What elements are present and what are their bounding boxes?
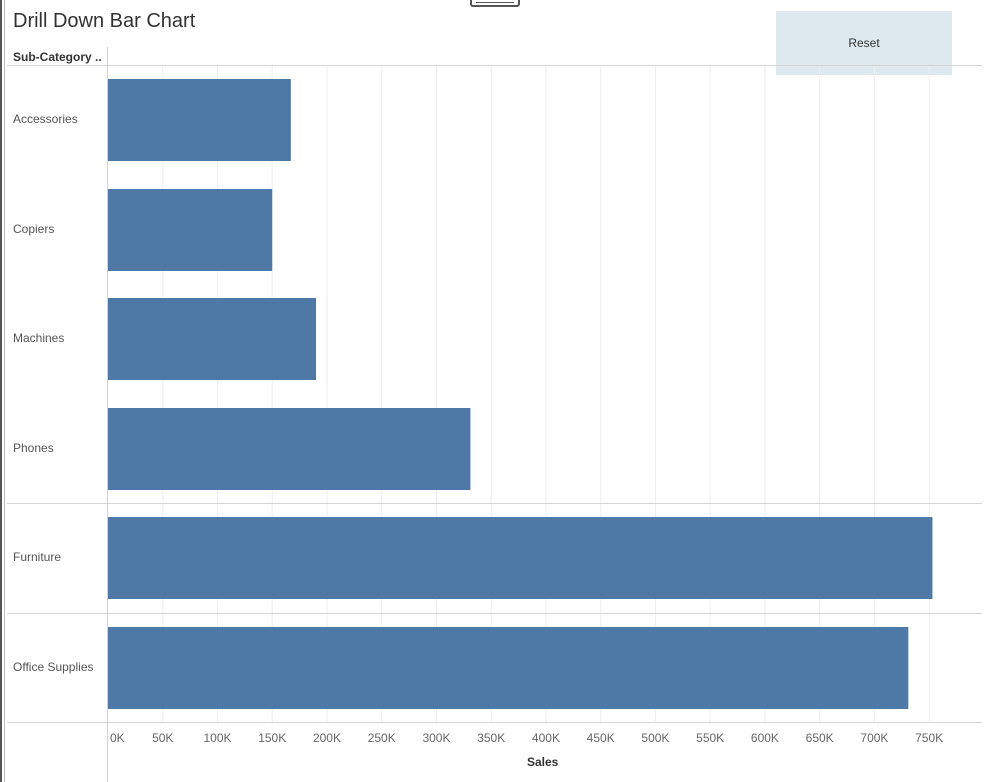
x-tick-label: 200K — [313, 731, 341, 745]
row-header-label: Sub-Category .. — [13, 50, 102, 64]
x-tick-label: 550K — [696, 731, 724, 745]
row-label-furniture[interactable]: Furniture — [13, 549, 62, 564]
frame-border-inner — [4, 0, 5, 782]
x-tick-label: 600K — [751, 731, 779, 745]
row-label-phones[interactable]: Phones — [13, 440, 54, 455]
x-tick-label: 750K — [915, 731, 943, 745]
bar-accessories[interactable] — [108, 79, 291, 161]
x-tick-label: 150K — [258, 731, 286, 745]
x-tick-label: 500K — [641, 731, 669, 745]
bar-furniture[interactable] — [108, 517, 933, 599]
row-label-copiers[interactable]: Copiers — [13, 221, 55, 236]
x-tick-label: 450K — [587, 731, 615, 745]
x-tick-label: 0K — [110, 731, 125, 745]
bar-office-supplies[interactable] — [108, 627, 909, 709]
bar-phones[interactable] — [108, 408, 471, 490]
x-tick-label: 300K — [422, 731, 450, 745]
x-tick-label: 350K — [477, 731, 505, 745]
bar-machines[interactable] — [108, 298, 317, 380]
drag-handle-icon[interactable] — [470, 0, 520, 7]
x-tick-label: 400K — [532, 731, 560, 745]
bar-copiers[interactable] — [108, 189, 273, 271]
reset-button[interactable]: Reset — [776, 11, 952, 75]
row-label-accessories[interactable]: Accessories — [13, 111, 78, 126]
page-title: Drill Down Bar Chart — [13, 10, 196, 32]
row-label-machines[interactable]: Machines — [13, 330, 65, 345]
row-label-office-supplies[interactable]: Office Supplies — [13, 659, 94, 674]
x-tick-label: 700K — [860, 731, 888, 745]
x-tick-label: 650K — [806, 731, 834, 745]
frame-border — [0, 0, 2, 782]
x-tick-label: 250K — [368, 731, 396, 745]
x-axis-title: Sales — [527, 755, 559, 769]
x-tick-label: 50K — [152, 731, 173, 745]
x-tick-label: 100K — [203, 731, 231, 745]
